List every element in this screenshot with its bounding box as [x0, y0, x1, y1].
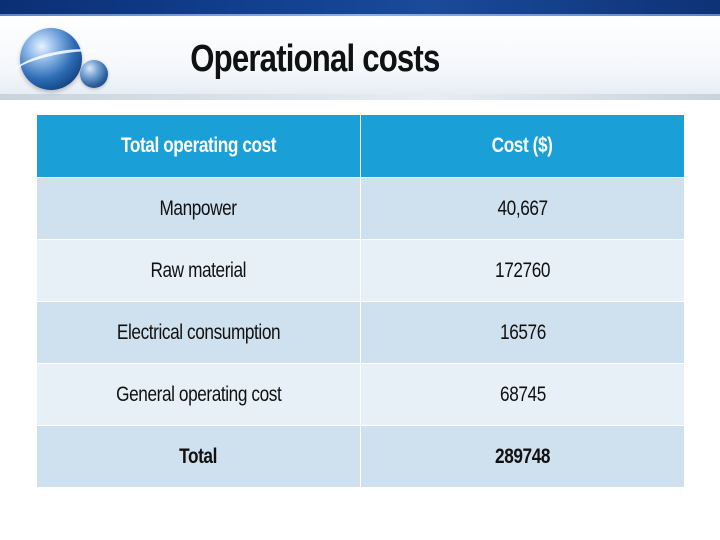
cost-cell: 172760 [360, 239, 685, 302]
table-header-row: Total operating cost Cost ($) [36, 114, 685, 178]
item-cell: General operating cost [36, 363, 361, 426]
column-header-item: Total operating cost [36, 114, 361, 178]
total-row: Total 289748 [36, 425, 685, 488]
table-row: Raw material 172760 [36, 239, 685, 302]
total-label-cell: Total [36, 425, 361, 488]
slide-title: Operational costs [190, 38, 440, 80]
top-banner [0, 0, 720, 16]
cost-cell: 40,667 [360, 177, 685, 240]
table-row: General operating cost 68745 [36, 363, 685, 426]
column-header-cost: Cost ($) [360, 114, 685, 178]
item-cell: Electrical consumption [36, 301, 361, 364]
small-globe-icon [80, 60, 108, 88]
globe-logo-icon [12, 26, 114, 96]
table-row: Electrical consumption 16576 [36, 301, 685, 364]
table-row: Manpower 40,667 [36, 177, 685, 240]
total-cost-cell: 289748 [360, 425, 685, 488]
large-globe-icon [20, 28, 82, 90]
item-cell: Raw material [36, 239, 361, 302]
operational-costs-table: Total operating cost Cost ($) Manpower 4… [36, 114, 685, 488]
cost-cell: 68745 [360, 363, 685, 426]
header-band [0, 16, 720, 96]
cost-cell: 16576 [360, 301, 685, 364]
item-cell: Manpower [36, 177, 361, 240]
header-divider [0, 94, 720, 100]
